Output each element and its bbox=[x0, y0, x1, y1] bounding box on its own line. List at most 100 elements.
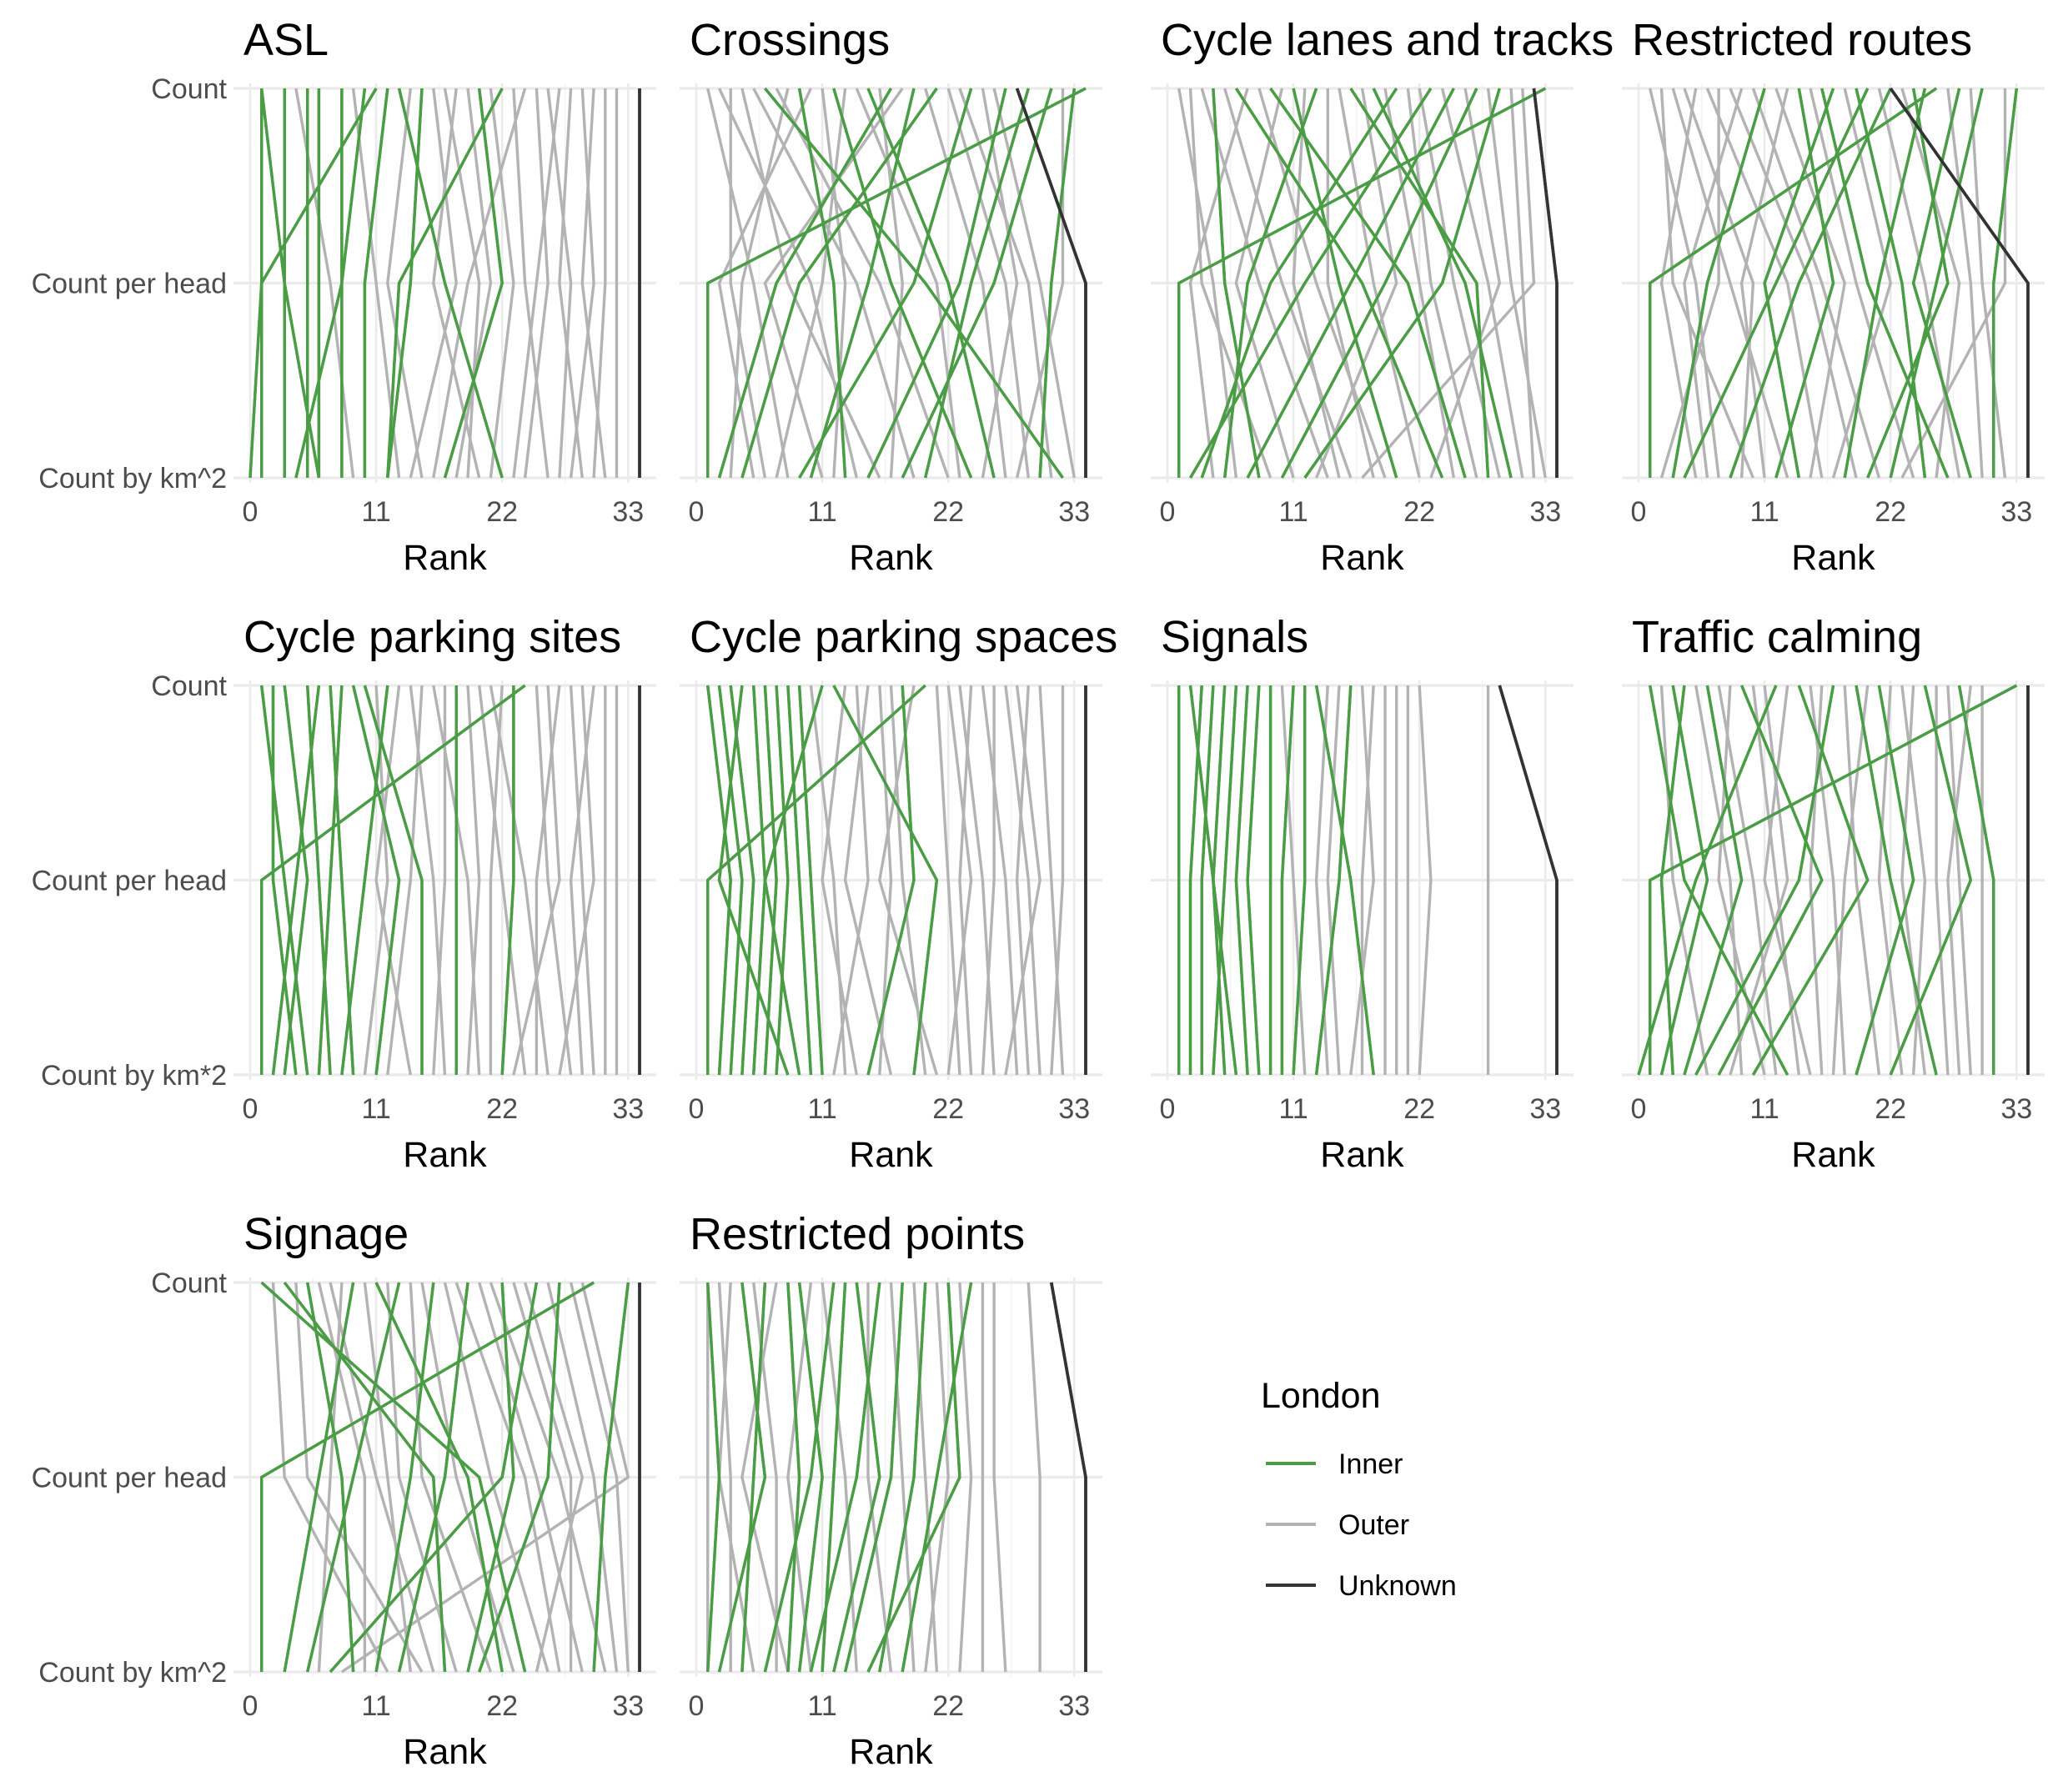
series-line-outer bbox=[512, 88, 550, 479]
x-tick-label: 22 bbox=[932, 1093, 964, 1125]
series-line-inner bbox=[1637, 685, 1778, 1076]
series-line-inner bbox=[1717, 685, 1824, 1076]
series-line-outer bbox=[374, 685, 412, 1076]
series-line-inner bbox=[786, 1282, 801, 1673]
series-line-inner bbox=[283, 1282, 355, 1673]
series-line-outer bbox=[478, 1282, 584, 1673]
series-line-inner bbox=[1729, 88, 1892, 479]
x-tick-label: 0 bbox=[243, 1690, 258, 1722]
series-line-inner bbox=[1177, 87, 1547, 478]
series-line-inner bbox=[478, 1282, 561, 1673]
series-line-inner bbox=[1648, 87, 1938, 478]
series-line-outer bbox=[1751, 88, 1881, 479]
series-line-inner bbox=[717, 1282, 767, 1673]
series-line-outer bbox=[535, 685, 573, 1076]
series-line-inner bbox=[1957, 685, 1995, 1075]
series-line-outer bbox=[569, 685, 595, 1076]
series-line-outer bbox=[946, 685, 973, 1076]
x-axis-title: Rank bbox=[403, 538, 487, 578]
series-line-inner bbox=[1866, 88, 1950, 479]
series-line-inner bbox=[832, 1282, 881, 1673]
series-line-inner bbox=[1763, 88, 1835, 479]
series-line-inner bbox=[786, 685, 813, 1076]
series-line-outer bbox=[454, 88, 493, 479]
series-line-inner bbox=[1889, 88, 1984, 479]
series-line-outer bbox=[1671, 88, 1789, 479]
series-line-outer bbox=[478, 685, 527, 1076]
series-line-inner bbox=[386, 88, 424, 479]
series-line-inner bbox=[1234, 685, 1249, 1076]
series-line-outer bbox=[1705, 88, 1824, 479]
series-line-outer bbox=[466, 685, 481, 1076]
x-tick-label: 11 bbox=[361, 1690, 390, 1722]
series-line-outer bbox=[1026, 1282, 1042, 1672]
series-line-inner bbox=[1303, 88, 1501, 479]
series-line-outer bbox=[1774, 88, 1846, 479]
series-line-inner bbox=[1314, 685, 1375, 1076]
series-line-outer bbox=[512, 1282, 573, 1672]
panel-title: ASL bbox=[243, 15, 329, 65]
series-line-outer bbox=[420, 1282, 515, 1673]
series-line-inner bbox=[1189, 88, 1433, 479]
y-category-label: Count per head bbox=[32, 269, 227, 300]
x-axis-title: Rank bbox=[1320, 538, 1404, 578]
series-line-inner bbox=[706, 1282, 721, 1673]
series-line-outer bbox=[1406, 88, 1478, 479]
series-line-inner bbox=[1659, 685, 1709, 1076]
x-tick-label: 11 bbox=[361, 1093, 390, 1125]
series-line-outer bbox=[775, 88, 847, 479]
series-line-inner bbox=[1372, 88, 1513, 479]
x-tick-label: 11 bbox=[361, 496, 390, 528]
x-tick-label: 0 bbox=[243, 496, 258, 528]
panel-traffic-calming: Traffic calming 0 11 22 33 Rank bbox=[1622, 612, 2045, 1175]
series-line-inner bbox=[878, 1282, 927, 1673]
series-line-outer bbox=[843, 685, 893, 1076]
series-line-inner bbox=[283, 685, 309, 1076]
series-line-outer bbox=[1188, 88, 1249, 479]
series-line-outer bbox=[489, 88, 515, 479]
series-line-outer bbox=[489, 1282, 607, 1673]
x-tick-label: 22 bbox=[486, 1093, 518, 1125]
series-line-inner bbox=[797, 1282, 824, 1673]
series-line-inner bbox=[1855, 88, 1927, 479]
series-line-inner bbox=[306, 1282, 355, 1673]
series-line-outer bbox=[294, 1282, 424, 1673]
series-line-outer bbox=[855, 88, 961, 479]
series-line-inner bbox=[363, 685, 424, 1075]
x-axis-title: Rank bbox=[403, 1732, 487, 1772]
series-line-inner bbox=[717, 685, 744, 1076]
x-axis-title: Rank bbox=[849, 1135, 933, 1175]
panel-crossings: Crossings 0 11 22 33 Rank bbox=[680, 15, 1102, 578]
y-category-label: Count by km*2 bbox=[41, 1060, 227, 1092]
x-tick-label: 0 bbox=[689, 1093, 705, 1125]
series-line-outer bbox=[1223, 88, 1353, 479]
series-line-outer bbox=[546, 1282, 619, 1673]
panel-cycle-lanes-and-tracks: Cycle lanes and tracks 0 11 22 33 Rank bbox=[1151, 15, 1614, 578]
series-line-outer bbox=[569, 88, 595, 479]
series-line-inner bbox=[706, 684, 926, 1075]
series-line-outer bbox=[924, 1282, 950, 1673]
x-axis-title: Rank bbox=[1791, 1135, 1875, 1175]
x-tick-label: 0 bbox=[689, 1690, 705, 1722]
series-line-outer bbox=[523, 1282, 584, 1673]
x-tick-label: 33 bbox=[612, 496, 644, 528]
x-tick-label: 22 bbox=[1403, 1093, 1435, 1125]
series-line-outer bbox=[1729, 88, 1858, 479]
series-line-outer bbox=[386, 88, 424, 479]
panel-cycle-parking-sites: Cycle parking sites 0 11 22 33 Rank Count Count… bbox=[32, 612, 656, 1175]
series-line-outer bbox=[1877, 685, 1904, 1076]
series-line-outer bbox=[1831, 685, 1870, 1076]
series-line-outer bbox=[729, 88, 767, 479]
x-tick-label: 22 bbox=[1875, 1093, 1906, 1125]
panel-title: Signals bbox=[1161, 612, 1308, 662]
series-line-inner bbox=[1188, 685, 1227, 1076]
series-line-outer bbox=[489, 685, 504, 1075]
x-tick-label: 33 bbox=[1058, 496, 1090, 528]
series-line-unknown bbox=[1498, 685, 1559, 1075]
series-line-outer bbox=[1038, 685, 1065, 1076]
series-line-inner bbox=[260, 1281, 527, 1673]
series-line-inner bbox=[1269, 88, 1467, 479]
series-line-inner bbox=[329, 1282, 539, 1674]
series-line-outer bbox=[512, 88, 561, 479]
series-line-inner bbox=[866, 1282, 961, 1673]
